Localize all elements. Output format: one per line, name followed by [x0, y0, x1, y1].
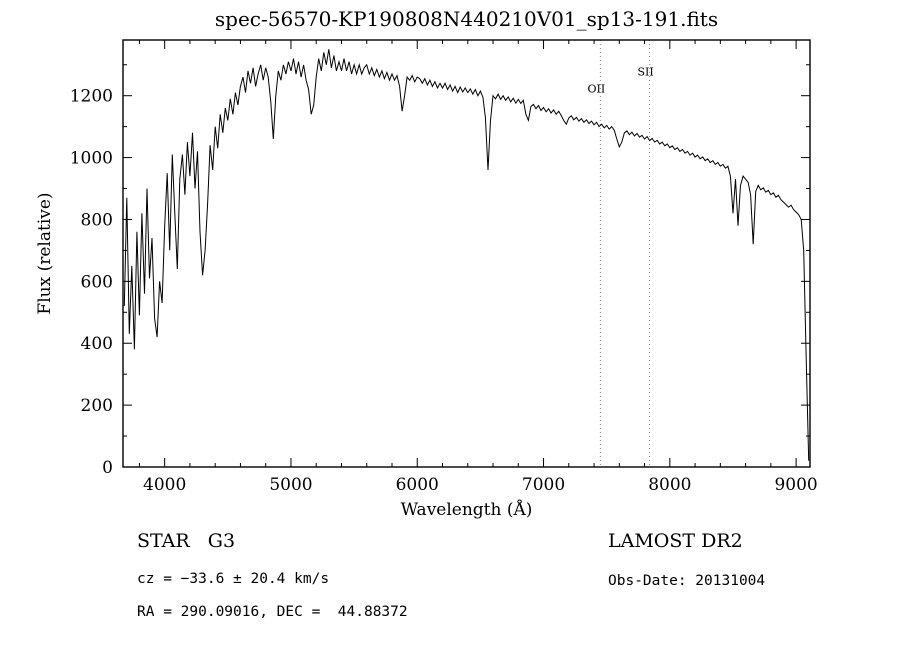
cz-value: cz = −33.6 ± 20.4 km/s	[137, 571, 330, 587]
x-tick-label: 8000	[648, 475, 691, 495]
y-tick-label: 400	[81, 334, 113, 354]
chart-title: spec-56570-KP190808N440210V01_sp13-191.f…	[215, 7, 718, 31]
x-axis-label: Wavelength (Å)	[401, 499, 533, 520]
obs-date: Obs-Date: 20131004	[608, 573, 766, 589]
y-axis-label: Flux (relative)	[35, 192, 55, 314]
spectrum-line	[123, 49, 810, 461]
y-tick-label: 0	[102, 458, 113, 478]
line-marker-label-sii: SII	[637, 66, 653, 79]
y-tick-label: 1200	[70, 87, 113, 107]
x-tick-label: 5000	[269, 475, 312, 495]
spectrum-plot: OII SII 4000 5000 6000 7000 8000 9000 0 200 400 600…	[35, 7, 818, 520]
x-tick-label: 7000	[522, 475, 565, 495]
x-tick-label: 9000	[774, 475, 817, 495]
line-marker-label-oii: OII	[588, 83, 606, 96]
y-tick-label: 800	[81, 210, 113, 230]
y-tick-label: 600	[81, 272, 113, 292]
x-tick-label: 6000	[396, 475, 439, 495]
plot-frame	[122, 39, 811, 468]
x-tick-label: 4000	[143, 475, 186, 495]
ra-dec-value: RA = 290.09016, DEC = 44.88372	[137, 604, 408, 620]
survey-label: LAMOST DR2	[608, 530, 743, 552]
y-tick-label: 200	[81, 396, 113, 416]
object-class-label: STAR G3	[137, 530, 236, 552]
y-tick-label: 1000	[70, 149, 113, 169]
